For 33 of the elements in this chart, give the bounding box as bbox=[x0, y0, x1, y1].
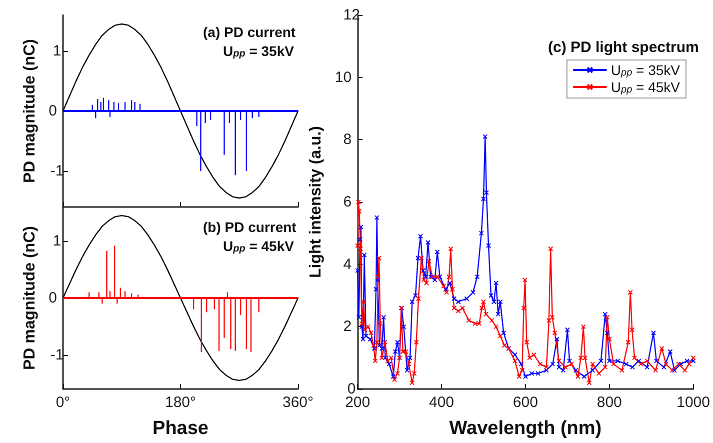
x-axis-title: Wavelength (nm) bbox=[449, 418, 602, 439]
x-tick-label: 180° bbox=[164, 394, 196, 411]
x-tick-label: 360° bbox=[282, 394, 314, 411]
legend-label: Upp = 35kV bbox=[610, 62, 681, 78]
x-axis-title: Phase bbox=[152, 418, 208, 439]
y-tick-label: 0 bbox=[48, 102, 57, 120]
y-axis-title: PD magnitude (nC) bbox=[21, 39, 38, 183]
y-tick-label: -1 bbox=[50, 162, 64, 180]
y-tick-label: 1 bbox=[52, 42, 62, 60]
y-tick-label: 6 bbox=[343, 194, 352, 210]
x-tick-label: 400 bbox=[429, 394, 454, 411]
x-tick-label: 800 bbox=[596, 394, 622, 411]
line-series bbox=[62, 23, 299, 199]
y-tick-label: 2 bbox=[343, 318, 352, 336]
x-tick-label: 1000 bbox=[676, 394, 710, 411]
x-tick-label: 0° bbox=[56, 394, 70, 411]
text: (c) PD light spectrum bbox=[548, 39, 699, 56]
y-axis-title: PD magnitude (nC) bbox=[21, 226, 38, 370]
text: Upp = 35kV bbox=[223, 43, 295, 60]
y-axis-title: Light intensity (a.u.) bbox=[308, 126, 324, 278]
x-tick-label: 600 bbox=[512, 394, 538, 411]
text: Upp = 45kV bbox=[223, 238, 295, 254]
y-tick-label: 8 bbox=[343, 131, 352, 148]
legend-label: Upp = 45kV bbox=[610, 79, 681, 96]
y-tick-label: 4 bbox=[343, 256, 352, 273]
text: (b) PD current bbox=[203, 219, 297, 235]
line-series bbox=[62, 214, 299, 382]
text: (a) PD current bbox=[203, 24, 296, 40]
y-tick-label: -1 bbox=[50, 346, 64, 364]
y-tick-label: 10 bbox=[334, 68, 352, 86]
y-tick-label: 12 bbox=[343, 6, 360, 24]
y-tick-label: 0 bbox=[48, 290, 57, 306]
y-tick-label: 1 bbox=[52, 232, 62, 250]
